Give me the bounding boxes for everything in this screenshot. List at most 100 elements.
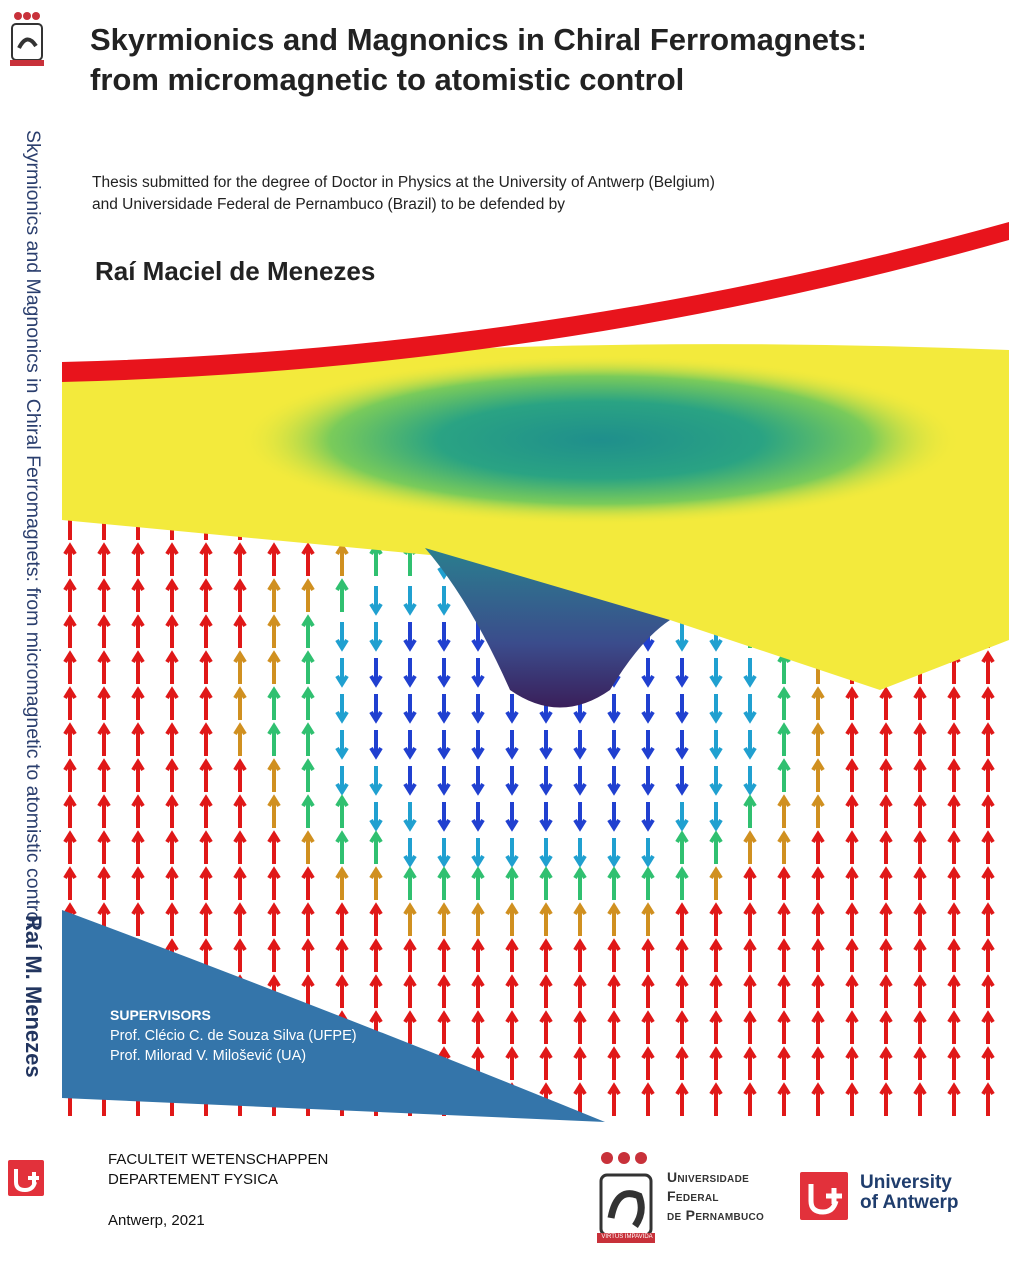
spin-arrow [845, 866, 859, 900]
spin-arrow [267, 650, 281, 684]
spin-arrow [165, 542, 179, 576]
spin-arrow [913, 938, 927, 972]
spin-arrow [369, 802, 383, 832]
spin-arrow [607, 694, 621, 724]
spin-arrow [233, 650, 247, 684]
spin-arrow [675, 658, 689, 688]
spin-arrow [641, 1046, 655, 1080]
spin-arrow [301, 650, 315, 684]
spin-arrow [879, 902, 893, 936]
skyrmion-core-cone [425, 548, 670, 708]
spin-arrow [131, 578, 145, 612]
spin-arrow [811, 938, 825, 972]
spin-arrow [267, 866, 281, 900]
spin-arrow [743, 694, 757, 724]
spin-arrow [777, 1010, 791, 1044]
supervisors-heading: SUPERVISORS [110, 1007, 211, 1023]
spin-arrow [607, 802, 621, 832]
spin-arrow [879, 938, 893, 972]
spin-arrow [165, 902, 179, 936]
spin-arrow [811, 686, 825, 720]
spin-arrow [471, 730, 485, 760]
spin-arrow [539, 802, 553, 832]
spin-arrow [913, 722, 927, 756]
spin-arrow [233, 722, 247, 756]
spin-arrow [403, 802, 417, 832]
spin-arrow [539, 902, 553, 936]
spin-arrow [777, 974, 791, 1008]
ua-line: University [860, 1172, 952, 1193]
spin-arrow [845, 1010, 859, 1044]
spin-arrow [879, 1082, 893, 1116]
spin-arrow [777, 722, 791, 756]
spin-arrow [301, 578, 315, 612]
spin-arrow [233, 830, 247, 864]
ufpe-line: de Pernambuco [667, 1207, 765, 1223]
spin-arrow [981, 866, 995, 900]
spin-arrow [947, 758, 961, 792]
spin-arrow [981, 722, 995, 756]
spin-arrow [97, 722, 111, 756]
spin-arrow [403, 766, 417, 796]
spin-arrow [879, 686, 893, 720]
spin-arrow [573, 730, 587, 760]
spin-arrow [97, 686, 111, 720]
spin-arrow [131, 830, 145, 864]
spin-arrow [403, 694, 417, 724]
spin-arrow [675, 694, 689, 724]
spin-arrow [403, 974, 417, 1008]
spin-arrow [811, 722, 825, 756]
spin-arrow [777, 938, 791, 972]
spin-arrow [369, 658, 383, 688]
spin-arrow [369, 542, 383, 576]
spin-arrow [233, 902, 247, 936]
spin-arrow [913, 902, 927, 936]
spin-arrow [607, 1082, 621, 1116]
spin-arrow [505, 1046, 519, 1080]
spin-arrow [505, 766, 519, 796]
spin-arrow [63, 686, 77, 720]
spine-title: Skyrmionics and Magnonics in Chiral Ferr… [22, 130, 44, 927]
spin-arrow [165, 578, 179, 612]
spin-arrow [573, 838, 587, 868]
spin-arrow [301, 722, 315, 756]
spin-arrow [777, 686, 791, 720]
spin-arrow [369, 730, 383, 760]
spin-arrow [403, 1010, 417, 1044]
spin-arrow [199, 830, 213, 864]
spin-arrow [811, 1046, 825, 1080]
spin-arrow [709, 902, 723, 936]
spin-arrow [267, 902, 281, 936]
spin-arrow [879, 758, 893, 792]
spin-arrow [947, 938, 961, 972]
spin-arrow [403, 866, 417, 900]
spin-arrow [301, 902, 315, 936]
spin-arrow [947, 1082, 961, 1116]
spin-arrow [233, 614, 247, 648]
spin-arrow [301, 866, 315, 900]
spin-arrow [981, 1082, 995, 1116]
spin-arrow [301, 794, 315, 828]
spin-arrow [403, 622, 417, 652]
spin-arrow [845, 830, 859, 864]
spin-arrow [335, 730, 349, 760]
spin-arrow [641, 694, 655, 724]
spin-arrow [981, 794, 995, 828]
spine-author: Raí M. Menezes [21, 915, 46, 1078]
spin-arrow [335, 658, 349, 688]
spin-arrow [811, 1010, 825, 1044]
faculty-block: FACULTEIT WETENSCHAPPEN DEPARTEMENT FYSI… [108, 1150, 328, 1190]
spin-arrow [97, 830, 111, 864]
spin-arrow [709, 694, 723, 724]
spin-arrow [811, 902, 825, 936]
spin-arrow [437, 866, 451, 900]
spin-arrow [131, 902, 145, 936]
spin-arrow [981, 650, 995, 684]
spin-arrow [743, 1010, 757, 1044]
spin-arrow [675, 974, 689, 1008]
spin-arrow [811, 974, 825, 1008]
spin-arrow [131, 650, 145, 684]
spin-arrow [505, 866, 519, 900]
ua-line: of Antwerp [860, 1192, 959, 1213]
spin-arrow [811, 758, 825, 792]
